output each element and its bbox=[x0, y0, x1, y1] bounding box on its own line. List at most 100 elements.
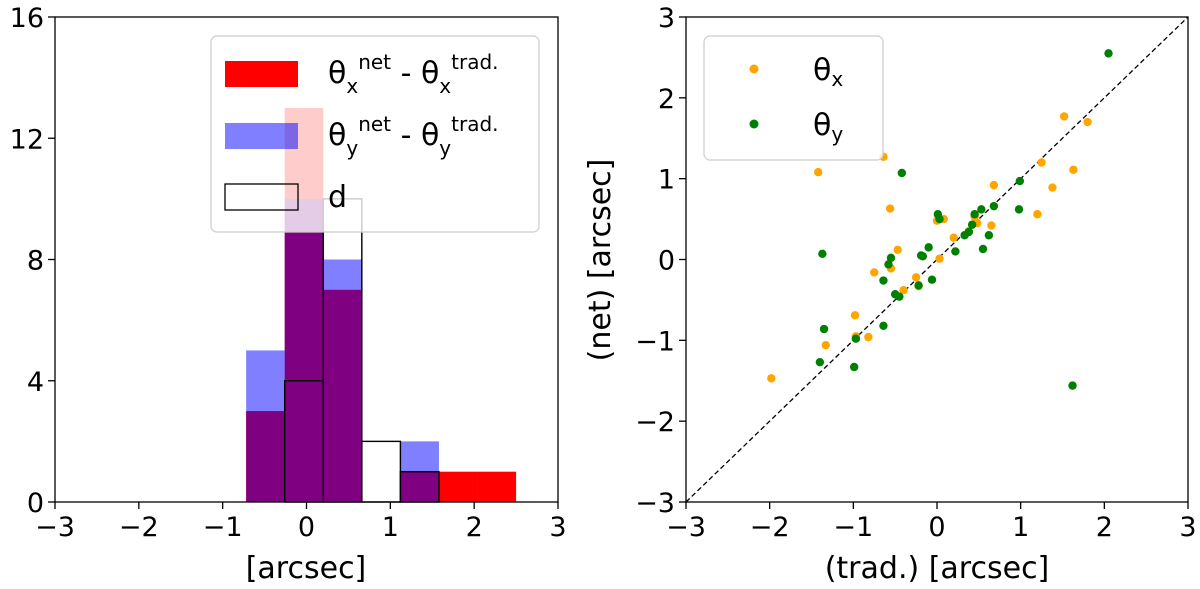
scatter-point bbox=[949, 233, 958, 242]
scatter-point bbox=[821, 340, 830, 350]
scatter-point bbox=[885, 204, 895, 213]
x-tick-label: 1 bbox=[1012, 512, 1029, 543]
legend-label-theta-y: θy bbox=[813, 108, 843, 146]
legend-label-theta-x: θx bbox=[813, 53, 843, 91]
y-tick-label: 0 bbox=[658, 246, 675, 277]
x-tick-label: 3 bbox=[549, 512, 566, 543]
scatter-point bbox=[989, 180, 999, 190]
histogram-x-ticks: −3 −2 −1 0 1 2 3 bbox=[35, 502, 567, 543]
x-tick-label: −3 bbox=[666, 512, 706, 543]
scatter-point bbox=[951, 247, 960, 256]
histogram-bar bbox=[477, 471, 517, 502]
x-tick-label: 3 bbox=[1179, 512, 1196, 543]
scatter-legend: θx θy bbox=[703, 35, 884, 161]
scatter-point bbox=[1033, 210, 1042, 219]
scatter-point bbox=[1015, 176, 1025, 186]
y-tick-label: 12 bbox=[10, 124, 44, 155]
legend-swatch-theta-y-diff bbox=[225, 123, 298, 149]
scatter-point bbox=[886, 253, 896, 263]
histogram-bar bbox=[284, 198, 324, 502]
scatter-point bbox=[1059, 112, 1069, 121]
x-tick-label: −3 bbox=[35, 512, 75, 543]
y-tick-label: 4 bbox=[27, 367, 44, 398]
x-tick-label: −1 bbox=[203, 512, 243, 543]
x-tick-label: 2 bbox=[466, 512, 483, 543]
scatter-point bbox=[879, 276, 888, 285]
scatter-x-label: (trad.) [arcsec] bbox=[825, 551, 1050, 586]
scatter-point bbox=[967, 220, 977, 229]
legend-label-d: d bbox=[328, 180, 347, 215]
x-tick-label: 0 bbox=[928, 512, 945, 543]
identity-reference-line bbox=[685, 16, 1189, 503]
scatter-point bbox=[935, 214, 944, 224]
x-tick-label: 1 bbox=[382, 512, 399, 543]
y-tick-label: 0 bbox=[27, 488, 44, 519]
histogram-step-bin bbox=[361, 440, 402, 503]
scatter-point bbox=[1104, 49, 1113, 58]
scatter-point bbox=[893, 245, 902, 254]
histogram-bar bbox=[323, 259, 362, 502]
scatter-point bbox=[984, 231, 994, 240]
scatter-point bbox=[970, 210, 979, 219]
legend-marker-theta-x bbox=[749, 64, 759, 74]
scatter-point bbox=[1037, 158, 1046, 167]
y-tick-label: 8 bbox=[27, 246, 44, 277]
y-tick-label: 3 bbox=[658, 3, 675, 34]
scatter-point bbox=[864, 332, 873, 342]
x-tick-label: −2 bbox=[750, 512, 790, 543]
x-tick-label: −1 bbox=[833, 512, 873, 543]
y-tick-label: 16 bbox=[10, 3, 44, 34]
scatter-point bbox=[1068, 381, 1077, 390]
y-tick-label: −1 bbox=[635, 326, 675, 357]
scatter-point bbox=[927, 275, 937, 284]
scatter-point bbox=[987, 221, 996, 230]
histogram-bar bbox=[246, 350, 285, 502]
scatter-point bbox=[924, 243, 933, 252]
scatter-point bbox=[870, 268, 879, 277]
scatter-point bbox=[849, 362, 859, 372]
y-tick-label: 1 bbox=[658, 165, 675, 196]
scatter-point bbox=[935, 254, 944, 263]
legend-swatch-theta-x-diff bbox=[225, 61, 298, 87]
scatter-point bbox=[964, 227, 973, 237]
scatter-x-ticks: −3 −2 −1 0 1 2 3 bbox=[666, 502, 1197, 543]
scatter-point bbox=[911, 273, 921, 282]
scatter-panel: −3 −2 −1 0 1 2 3 −3 −2 −1 0 1 2 3 (trad.) [arcsec] (… bbox=[583, 3, 1197, 586]
scatter-point bbox=[989, 201, 999, 211]
scatter-point bbox=[1014, 205, 1024, 214]
scatter-point bbox=[767, 374, 776, 383]
y-tick-label: 2 bbox=[658, 84, 675, 115]
scatter-y-label: (net) [arcsec] bbox=[583, 159, 618, 362]
histogram-legend: θxnet - θxtrad. θynet - θytrad. d bbox=[210, 35, 540, 233]
scatter-y-ticks: −3 −2 −1 0 1 2 3 bbox=[635, 3, 686, 519]
x-tick-label: −2 bbox=[119, 512, 159, 543]
scatter-point bbox=[914, 281, 923, 290]
scatter-point bbox=[918, 252, 927, 261]
scatter-points bbox=[767, 49, 1113, 390]
scatter-point bbox=[895, 292, 904, 301]
scatter-legend-frame bbox=[703, 35, 884, 161]
scatter-point bbox=[813, 168, 823, 177]
y-tick-label: −3 bbox=[635, 488, 675, 519]
scatter-point bbox=[899, 286, 908, 295]
scatter-point bbox=[897, 168, 907, 178]
scatter-point bbox=[815, 357, 825, 367]
scatter-point bbox=[1083, 117, 1092, 127]
legend-marker-theta-y bbox=[749, 119, 759, 129]
scatter-point bbox=[1048, 183, 1057, 192]
x-tick-label: 0 bbox=[298, 512, 315, 543]
scatter-point bbox=[818, 249, 827, 259]
legend-label-theta-y-diff: θynet - θytrad. bbox=[328, 112, 499, 160]
scatter-point bbox=[884, 260, 893, 269]
histogram-bar bbox=[438, 471, 478, 502]
y-tick-label: −2 bbox=[635, 407, 675, 438]
scatter-point bbox=[1069, 165, 1078, 174]
histogram-y-ticks: 0 4 8 12 16 bbox=[10, 3, 55, 519]
histogram-x-label: [arcsec] bbox=[246, 551, 367, 586]
scatter-point bbox=[819, 324, 829, 334]
scatter-point bbox=[977, 205, 986, 214]
legend-label-theta-x-diff: θxnet - θxtrad. bbox=[328, 50, 499, 98]
x-tick-label: 2 bbox=[1096, 512, 1113, 543]
